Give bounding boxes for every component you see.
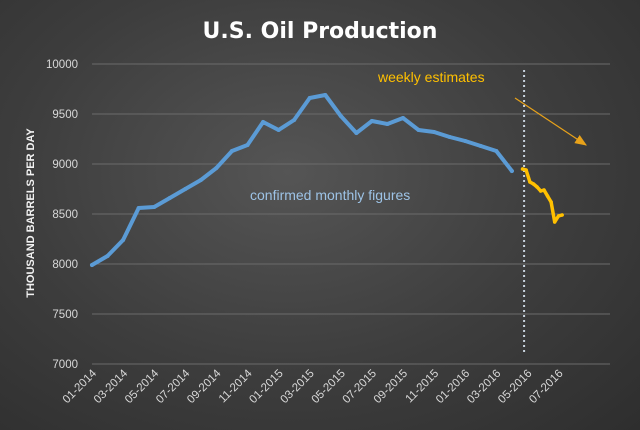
weekly-estimates-label: weekly estimates <box>377 69 485 85</box>
data-point <box>416 128 421 132</box>
x-tick-label: 09-2014 <box>185 367 224 406</box>
gridlines <box>92 63 610 365</box>
data-point <box>542 188 546 192</box>
monthly-figures-label: confirmed monthly figures <box>250 187 410 203</box>
series-layer <box>90 93 564 267</box>
data-point <box>307 96 312 100</box>
chart-title: U.S. Oil Production <box>203 19 438 44</box>
data-point <box>229 149 234 153</box>
y-tick-label: 9500 <box>52 109 78 121</box>
data-point <box>105 254 110 258</box>
data-point <box>276 128 281 132</box>
data-point <box>323 93 328 97</box>
data-point <box>385 122 390 126</box>
data-point <box>509 169 514 173</box>
data-point <box>432 130 437 134</box>
data-point <box>528 180 532 184</box>
data-point <box>214 166 219 170</box>
data-point <box>549 200 553 204</box>
data-point <box>531 182 536 186</box>
data-point <box>354 131 359 135</box>
data-point <box>245 143 250 147</box>
y-tick-label: 7500 <box>52 309 78 321</box>
y-tick-label: 10000 <box>46 59 78 71</box>
data-point <box>183 187 188 191</box>
data-point <box>478 144 483 148</box>
y-tick-label: 8000 <box>52 259 78 271</box>
data-point <box>447 135 452 139</box>
data-point <box>535 185 539 189</box>
data-point <box>545 194 550 198</box>
data-point <box>552 220 557 224</box>
weekly-arrow <box>514 97 588 146</box>
data-point <box>401 116 405 120</box>
y-tick-label: 7000 <box>52 359 78 371</box>
data-point <box>152 205 157 209</box>
data-point <box>121 238 126 242</box>
x-axis-ticks: 01-201403-201405-201407-201409-201411-20… <box>61 367 566 406</box>
x-tick-label: 07-2016 <box>527 368 565 406</box>
monthly-series-line <box>90 93 514 267</box>
data-point <box>198 178 203 182</box>
y-tick-label: 9000 <box>52 159 78 171</box>
data-point <box>90 263 94 267</box>
data-point <box>520 167 525 171</box>
data-point <box>463 139 468 143</box>
data-point <box>261 120 266 124</box>
data-point <box>556 214 561 218</box>
y-axis-title: THOUSAND BARRELS PER DAY <box>25 128 37 298</box>
data-point <box>538 189 543 193</box>
data-point <box>136 206 141 210</box>
y-tick-label: 8500 <box>52 209 78 221</box>
data-point <box>560 213 564 217</box>
data-point <box>338 114 343 118</box>
data-point <box>494 149 499 153</box>
data-point <box>167 196 172 200</box>
y-axis-ticks: 7000 7500 8000 8500 9000 9500 10000 <box>46 59 78 371</box>
data-point <box>292 118 297 122</box>
data-point <box>369 119 374 123</box>
x-tick-label: 09-2015 <box>372 368 410 406</box>
data-point <box>524 168 528 172</box>
